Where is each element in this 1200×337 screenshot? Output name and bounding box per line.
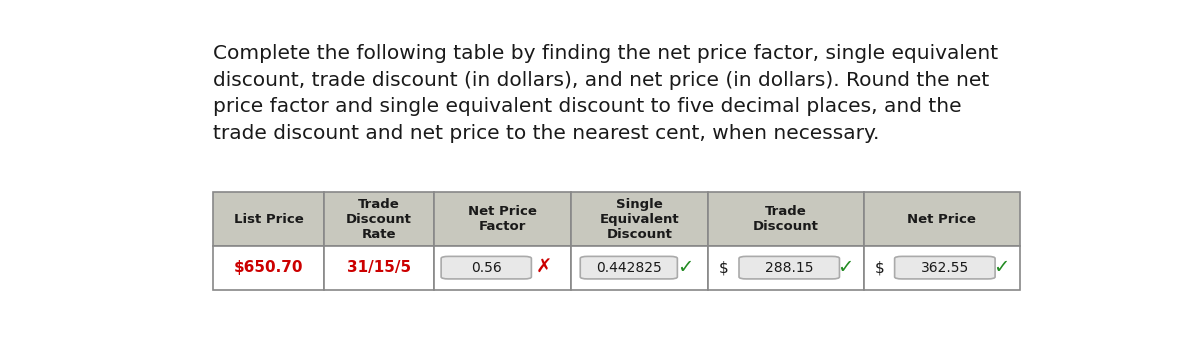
Text: $650.70: $650.70 (234, 260, 304, 275)
Text: Complete the following table by finding the net price factor, single equivalent
: Complete the following table by finding … (214, 44, 998, 143)
FancyBboxPatch shape (434, 192, 571, 246)
Text: List Price: List Price (234, 213, 304, 225)
FancyBboxPatch shape (864, 246, 1020, 289)
FancyBboxPatch shape (739, 256, 840, 279)
FancyBboxPatch shape (324, 192, 434, 246)
Text: ✓: ✓ (677, 258, 694, 277)
FancyBboxPatch shape (214, 192, 324, 246)
Text: ✓: ✓ (838, 258, 853, 277)
Text: $: $ (719, 260, 728, 275)
FancyBboxPatch shape (442, 256, 532, 279)
FancyBboxPatch shape (324, 246, 434, 289)
Text: 0.442825: 0.442825 (596, 261, 661, 275)
Text: Trade
Discount: Trade Discount (754, 205, 820, 233)
Text: 31/15/5: 31/15/5 (347, 260, 410, 275)
FancyBboxPatch shape (434, 246, 571, 289)
FancyBboxPatch shape (708, 192, 864, 246)
Text: ✗: ✗ (535, 258, 552, 277)
Text: 288.15: 288.15 (764, 261, 814, 275)
Text: Trade
Discount
Rate: Trade Discount Rate (346, 197, 412, 241)
Text: ✓: ✓ (992, 258, 1009, 277)
Text: Single
Equivalent
Discount: Single Equivalent Discount (600, 197, 679, 241)
Text: 0.56: 0.56 (470, 261, 502, 275)
Text: Net Price
Factor: Net Price Factor (468, 205, 538, 233)
FancyBboxPatch shape (581, 256, 677, 279)
Text: Net Price: Net Price (907, 213, 976, 225)
Text: 362.55: 362.55 (920, 261, 968, 275)
FancyBboxPatch shape (895, 256, 995, 279)
FancyBboxPatch shape (214, 246, 324, 289)
FancyBboxPatch shape (708, 246, 864, 289)
FancyBboxPatch shape (571, 192, 708, 246)
Text: $: $ (875, 260, 884, 275)
FancyBboxPatch shape (571, 246, 708, 289)
FancyBboxPatch shape (864, 192, 1020, 246)
